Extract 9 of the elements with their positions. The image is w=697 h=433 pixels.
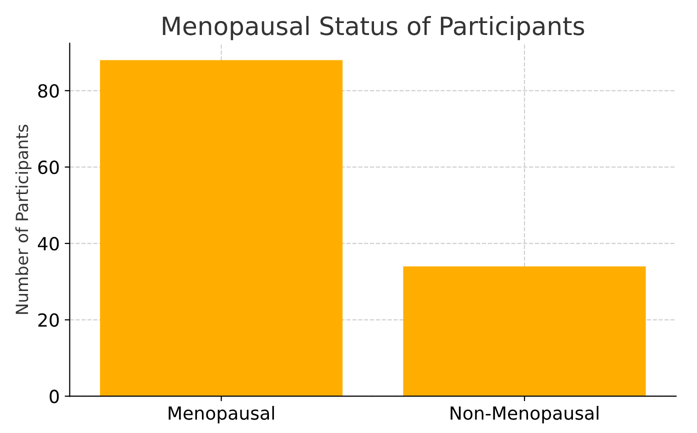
y-axis-title: Number of Participants xyxy=(15,124,32,314)
y-tick-label: 20 xyxy=(38,313,59,327)
y-tick-label: 60 xyxy=(38,160,59,174)
chart-title: Menopausal Status of Participants xyxy=(162,16,584,40)
x-tick-label: Non-Menopausal xyxy=(450,406,598,424)
y-tick-label: 80 xyxy=(38,84,59,98)
x-tick-label: Menopausal xyxy=(168,406,274,424)
y-tick-label: 40 xyxy=(38,236,59,251)
y-tick-label: 0 xyxy=(50,390,59,404)
